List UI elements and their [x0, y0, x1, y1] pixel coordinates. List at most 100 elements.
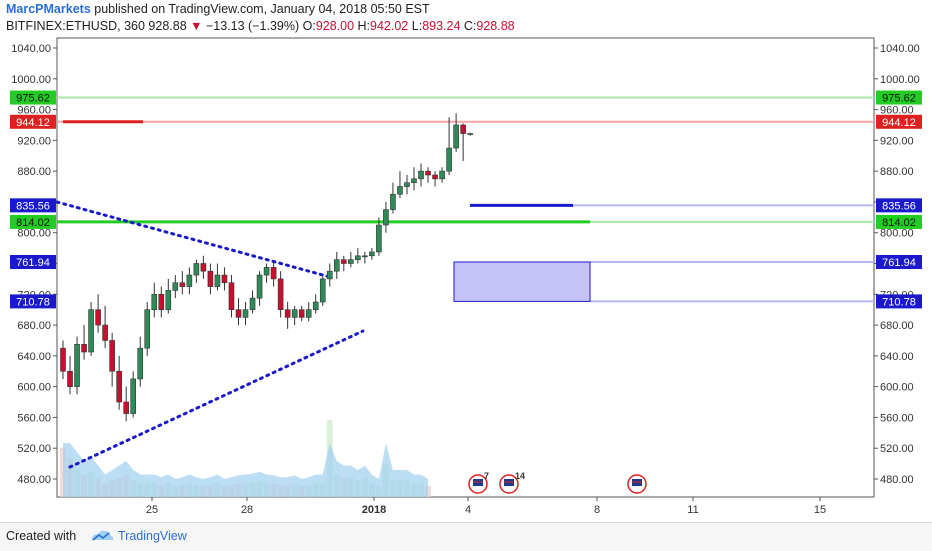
- candle-body: [221, 274, 228, 284]
- y-tick-label-right: 640.00: [880, 351, 914, 363]
- candle-body: [291, 309, 298, 318]
- x-tick-label: 28: [241, 504, 253, 516]
- candle-body: [74, 344, 80, 387]
- open-value: 928.00: [315, 19, 355, 33]
- candle-body: [207, 270, 214, 287]
- symbol-name[interactable]: BITFINEX:ETHUSD, 360: [6, 19, 145, 33]
- y-tick-label-left: 680.00: [17, 320, 51, 332]
- x-tick-label: 4: [465, 504, 471, 516]
- candle-body: [453, 124, 459, 149]
- price-tag-label-left: 814.02: [16, 217, 50, 229]
- close-value: 928.88: [476, 19, 515, 33]
- y-tick-label-left: 480.00: [17, 474, 51, 486]
- candle-body: [67, 370, 73, 387]
- candle-body: [200, 263, 207, 272]
- price-tag-right: [876, 90, 922, 105]
- price-tag-label-right: 944.12: [882, 117, 916, 129]
- price-tag-right: [876, 198, 922, 213]
- y-tick-label-left: 640.00: [17, 351, 51, 363]
- price-tag-right: [876, 214, 922, 229]
- candle-body: [383, 209, 389, 226]
- high-label: H:: [357, 19, 371, 33]
- candle-body: [214, 274, 221, 287]
- candle-body: [242, 309, 249, 318]
- lower-trendline: [68, 329, 365, 469]
- price-change: −13.13 (−1.39%): [206, 19, 300, 33]
- price-tag-label-left: 761.94: [16, 257, 50, 269]
- price-tag-left: [10, 294, 56, 309]
- candle-body: [60, 347, 66, 372]
- candle-body: [165, 290, 172, 310]
- price-tag-left: [10, 255, 56, 270]
- price-tag-right: [876, 114, 922, 129]
- y-tick-label-left: 1040.00: [11, 43, 51, 55]
- publish-header: MarcPMarkets published on TradingView.co…: [6, 2, 430, 16]
- y-tick-label-left: 600.00: [17, 382, 51, 394]
- low-value: 893.24: [422, 19, 461, 33]
- candle-body: [137, 347, 144, 380]
- price-chart[interactable]: 1040.00 1040.00 1000.00 1000.00 960.00 960.00…: [0, 36, 932, 522]
- candle-body: [404, 182, 410, 187]
- price-tag-label-left: 975.62: [16, 93, 50, 105]
- candle-body: [411, 178, 417, 183]
- high-value: 942.02: [370, 19, 409, 33]
- y-tick-label-right: 960.00: [880, 105, 914, 117]
- candle-body: [130, 378, 136, 414]
- y-tick-label-right: 560.00: [880, 412, 914, 424]
- candle-body: [186, 274, 193, 287]
- candle-body: [88, 309, 94, 353]
- candle-body: [228, 282, 235, 310]
- volume-area: [63, 443, 429, 497]
- low-label: L:: [411, 19, 423, 33]
- symbol-bar: BITFINEX:ETHUSD, 360 928.88 ▼ −13.13 (−1…: [6, 19, 515, 33]
- y-tick-label-right: 880.00: [880, 166, 914, 178]
- candle-body: [249, 297, 256, 310]
- y-tick-label-left: 1000.00: [11, 74, 51, 86]
- candle-body: [376, 224, 382, 253]
- y-tick-label-right: 520.00: [880, 443, 914, 455]
- event-count: 14: [515, 471, 525, 481]
- y-tick-label-left: 880.00: [17, 166, 51, 178]
- created-with-text: Created with: [6, 529, 77, 543]
- price-tag-label-left: 710.78: [16, 296, 50, 308]
- published-text: published on TradingView.com, January 04…: [94, 2, 430, 16]
- tradingview-brand[interactable]: TradingView: [118, 529, 187, 543]
- price-tag-right: [876, 294, 922, 309]
- candle-body: [418, 170, 424, 180]
- candle-body: [340, 259, 347, 264]
- candle-body: [369, 251, 375, 257]
- candle-body: [144, 309, 151, 349]
- candle-body: [446, 147, 452, 172]
- x-tick-label: 8: [594, 504, 600, 516]
- candle-body: [95, 309, 101, 326]
- footer: Created with TradingView: [0, 522, 932, 551]
- chart-pane[interactable]: 1040.00 1040.00 1000.00 1000.00 960.00 960.00…: [0, 36, 932, 522]
- y-tick-label-left: 960.00: [17, 105, 51, 117]
- y-tick-label-left: 920.00: [17, 135, 51, 147]
- close-label: C:: [463, 19, 477, 33]
- candle-body: [305, 309, 312, 318]
- upper-trendline: [55, 200, 332, 279]
- candle-body: [270, 267, 277, 280]
- y-tick-label-right: 920.00: [880, 135, 914, 147]
- tradingview-logo-icon[interactable]: [90, 528, 114, 544]
- y-tick-label-right: 800.00: [880, 228, 914, 240]
- candle-body: [425, 170, 431, 176]
- candle-body: [439, 170, 445, 180]
- price-tag-label-right: 710.78: [882, 296, 916, 308]
- author-name[interactable]: MarcPMarkets: [6, 2, 91, 16]
- candle-body: [179, 282, 186, 287]
- down-arrow-icon: ▼: [190, 19, 203, 33]
- price-tag-left: [10, 114, 56, 129]
- y-tick-label-left: 560.00: [17, 412, 51, 424]
- price-tag-right: [876, 255, 922, 270]
- candle-body: [172, 282, 179, 291]
- candle-body: [397, 186, 403, 195]
- candle-body: [277, 278, 284, 310]
- candle-body: [263, 267, 270, 276]
- candle-body: [109, 340, 115, 372]
- x-tick-label: 15: [814, 504, 826, 516]
- y-tick-label-right: 1040.00: [880, 43, 920, 55]
- candle-body: [312, 301, 319, 310]
- candle-body: [467, 133, 473, 135]
